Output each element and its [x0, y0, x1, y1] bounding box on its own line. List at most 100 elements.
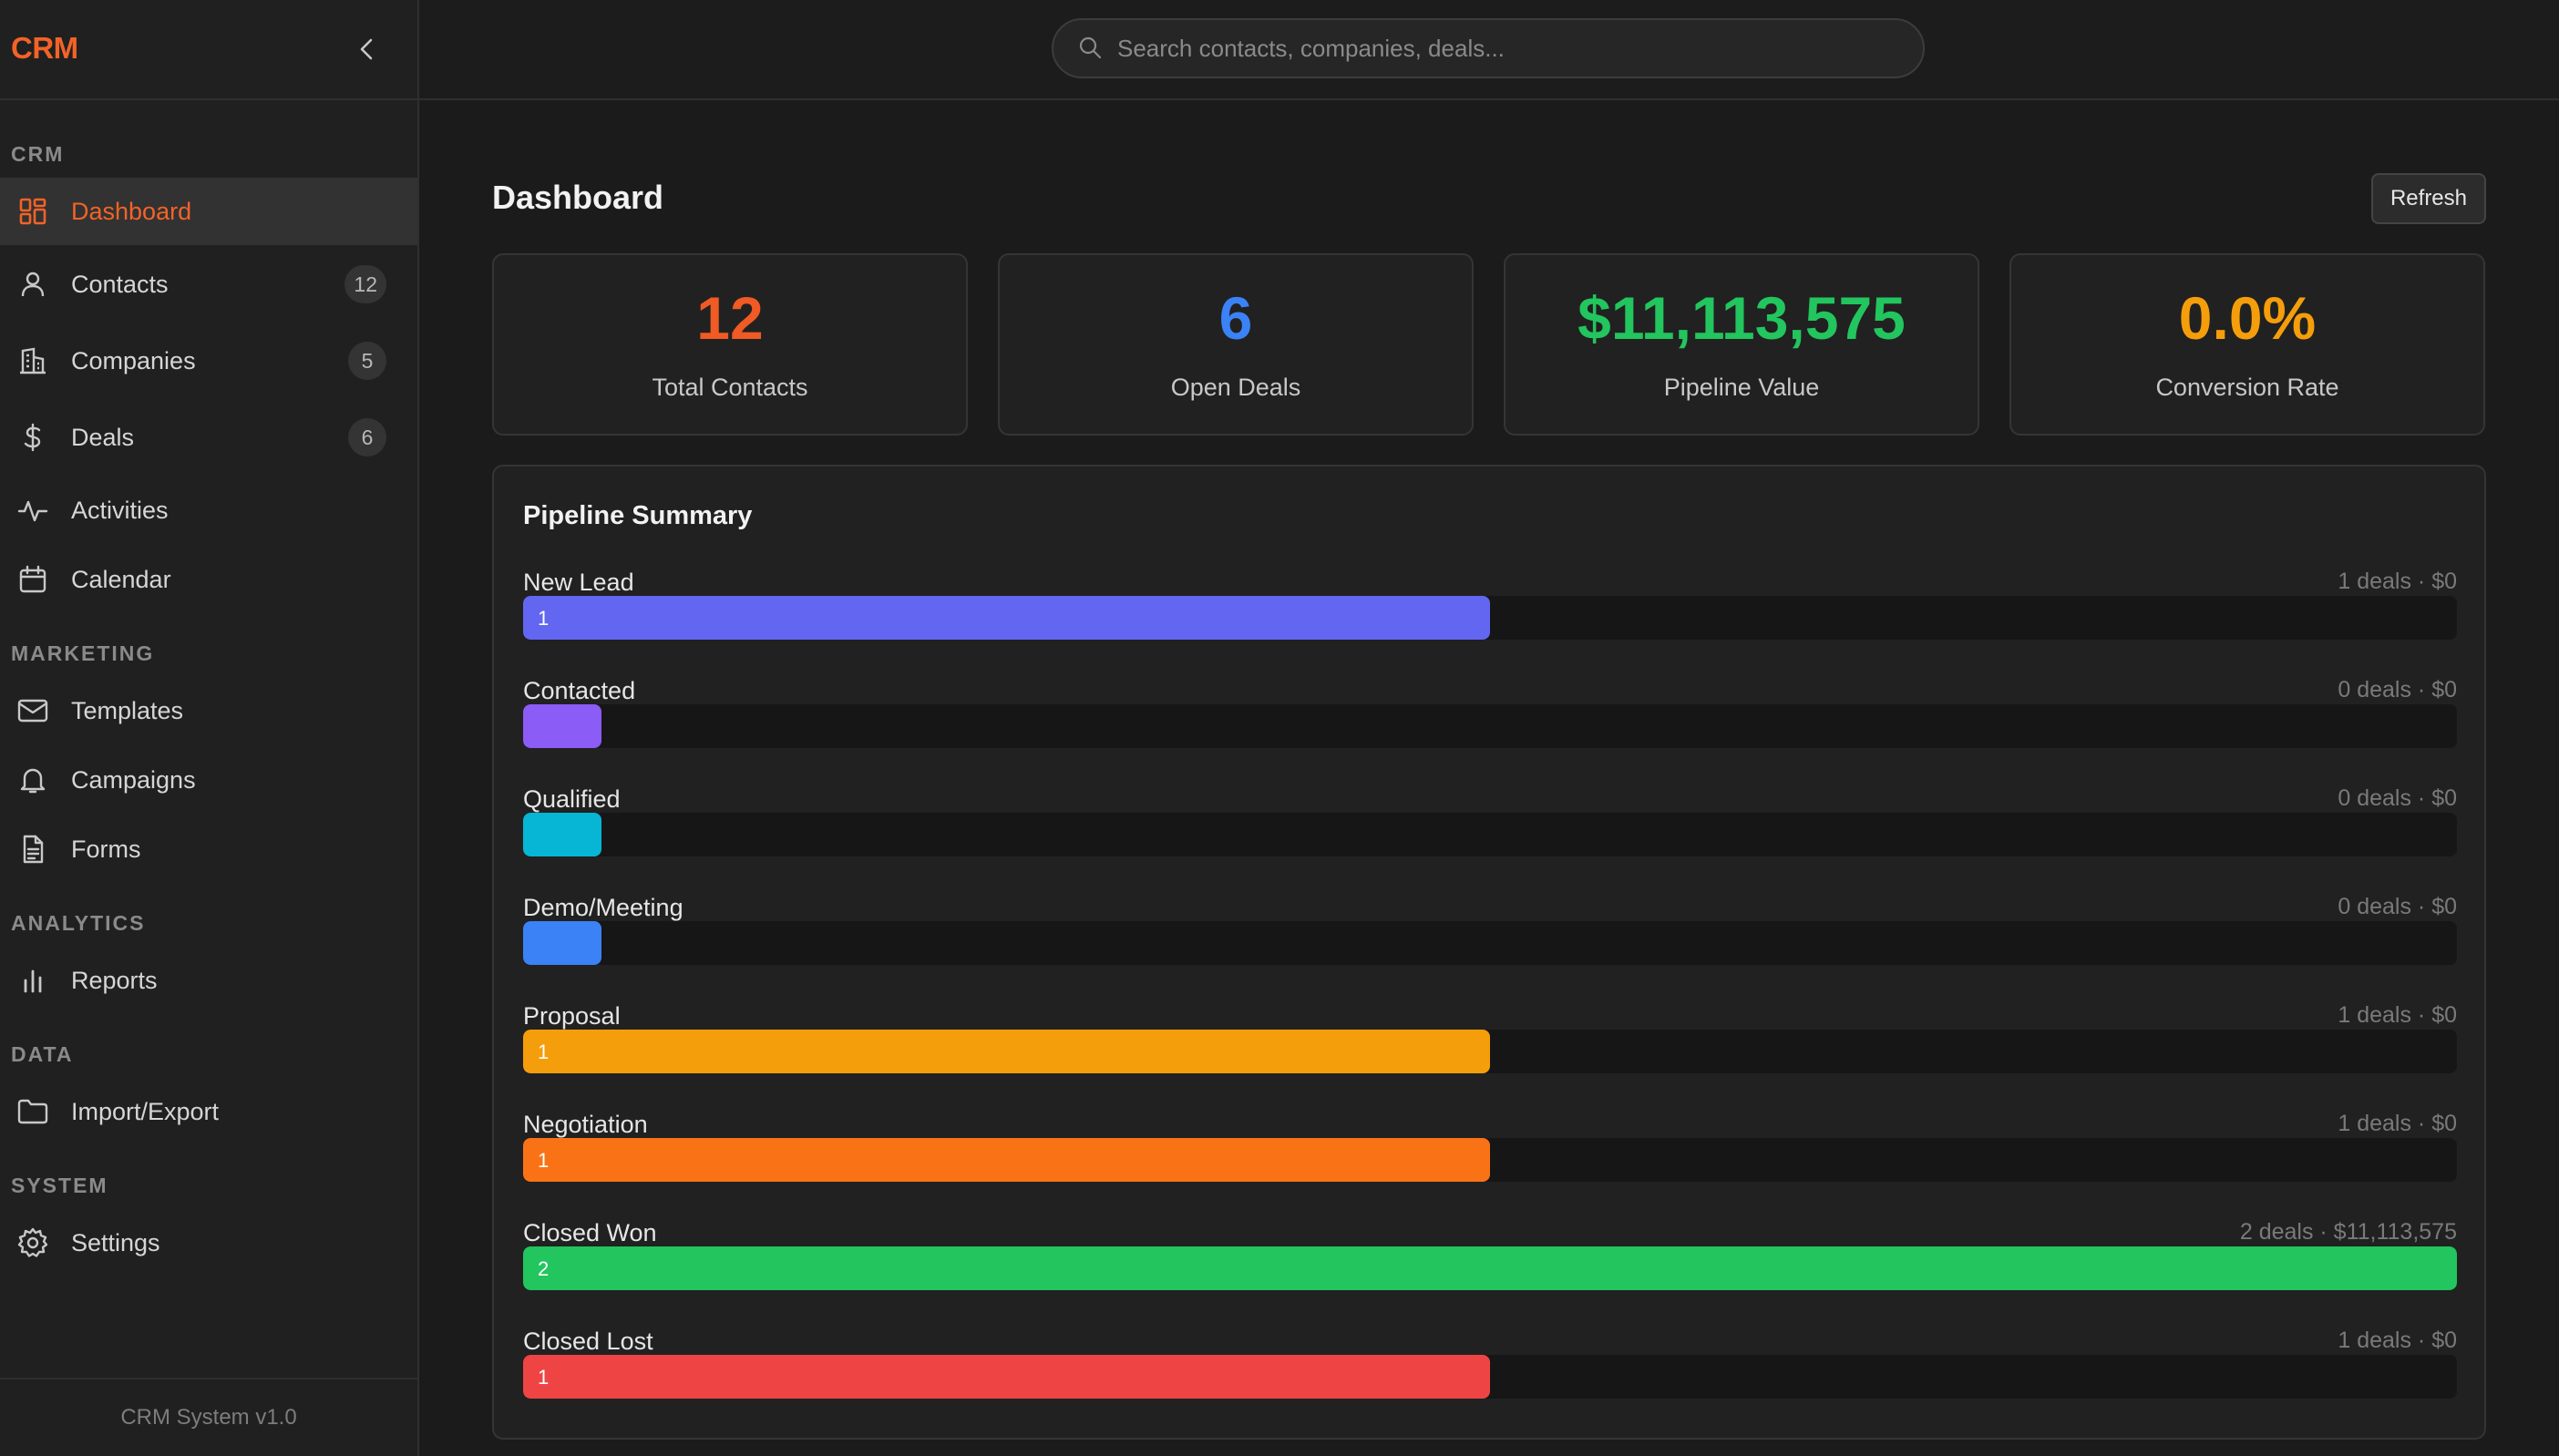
- count-badge: 12: [344, 265, 386, 303]
- sidebar: CRM CRM Dashboard Contacts 12: [0, 0, 419, 1456]
- stage-stats: 1 deals · $0: [2338, 1111, 2457, 1136]
- sidebar-item-settings[interactable]: Settings: [0, 1209, 417, 1277]
- sidebar-item-dashboard[interactable]: Dashboard: [0, 178, 417, 245]
- stage-name: Closed Lost: [523, 1328, 653, 1355]
- section-title-data: DATA: [11, 1042, 74, 1066]
- pipeline-stage-qualified: Qualified 0 deals · $0: [523, 785, 2457, 886]
- stage-name: Demo/Meeting: [523, 894, 683, 921]
- version-label: CRM System v1.0: [0, 1378, 417, 1456]
- sidebar-header: CRM: [0, 0, 417, 100]
- stage-progress-fill: [523, 704, 601, 748]
- stage-stats: 1 deals · $0: [2338, 1328, 2457, 1353]
- sidebar-item-label: Calendar: [71, 565, 171, 593]
- stat-caption: Pipeline Value: [1663, 374, 1820, 401]
- sidebar-item-label: Campaigns: [71, 765, 196, 794]
- stage-name: Proposal: [523, 1002, 621, 1030]
- bell-icon: [16, 764, 49, 796]
- count-badge: 6: [348, 418, 386, 456]
- sidebar-item-companies[interactable]: Companies 5: [0, 327, 417, 395]
- stage-progress-track: [523, 813, 2457, 856]
- collapse-sidebar-button[interactable]: [354, 33, 379, 66]
- sidebar-item-reports[interactable]: Reports: [0, 947, 417, 1014]
- stage-progress-fill: 2: [523, 1246, 2457, 1290]
- stage-name: Closed Won: [523, 1219, 657, 1246]
- stage-progress-fill: [523, 813, 601, 856]
- section-title-analytics: ANALYTICS: [11, 911, 146, 935]
- stage-stats: 1 deals · $0: [2338, 1002, 2457, 1028]
- stat-caption: Open Deals: [1170, 374, 1301, 401]
- user-icon: [16, 268, 49, 301]
- search-bar[interactable]: [1052, 18, 1925, 78]
- stage-count: 2: [538, 1257, 550, 1280]
- stage-name: Negotiation: [523, 1111, 648, 1138]
- stat-card-conversion-rate: 0.0% Conversion Rate: [2009, 253, 2485, 436]
- stat-value: 6: [1218, 284, 1253, 352]
- stage-name: Qualified: [523, 785, 621, 813]
- stage-progress-fill: 1: [523, 596, 1490, 640]
- pipeline-summary-panel: Pipeline Summary New Lead 1 deals · $0 1…: [492, 465, 2486, 1440]
- pipeline-stage-contacted: Contacted 0 deals · $0: [523, 677, 2457, 777]
- stage-stats: 1 deals · $0: [2338, 569, 2457, 594]
- stage-progress-track: 1: [523, 1030, 2457, 1073]
- pipeline-stage-proposal: Proposal 1 deals · $0 1: [523, 1002, 2457, 1102]
- sidebar-item-label: Forms: [71, 835, 141, 863]
- sidebar-item-label: Templates: [71, 696, 184, 724]
- sidebar-item-forms[interactable]: Forms: [0, 815, 417, 883]
- section-title-marketing: MARKETING: [11, 641, 155, 665]
- stage-progress-track: 1: [523, 1138, 2457, 1182]
- sidebar-item-import-export[interactable]: Import/Export: [0, 1078, 417, 1145]
- stage-progress-fill: 1: [523, 1355, 1490, 1399]
- stat-card-pipeline-value: $11,113,575 Pipeline Value: [1504, 253, 1979, 436]
- stage-stats: 0 deals · $0: [2338, 677, 2457, 702]
- stage-progress-fill: 1: [523, 1138, 1490, 1182]
- chevron-left-icon: [360, 38, 373, 60]
- stage-count: 1: [538, 1149, 550, 1172]
- bar-chart-icon: [16, 964, 49, 997]
- app-logo[interactable]: CRM: [11, 31, 78, 65]
- search-input[interactable]: [1117, 20, 1901, 77]
- stage-name: Contacted: [523, 677, 636, 704]
- top-bar: [419, 0, 2559, 100]
- page-title: Dashboard: [492, 179, 664, 216]
- sidebar-item-label: Settings: [71, 1228, 160, 1256]
- activity-icon: [16, 494, 49, 527]
- stat-card-open-deals: 6 Open Deals: [998, 253, 1474, 436]
- stage-progress-fill: [523, 921, 601, 965]
- stage-progress-track: [523, 704, 2457, 748]
- refresh-button[interactable]: Refresh: [2371, 173, 2486, 224]
- count-badge: 5: [348, 342, 386, 380]
- pipeline-stage-closed-lost: Closed Lost 1 deals · $0 1: [523, 1328, 2457, 1428]
- grid-icon: [16, 195, 49, 228]
- stage-progress-track: 1: [523, 1355, 2457, 1399]
- sidebar-item-deals[interactable]: Deals 6: [0, 404, 417, 471]
- sidebar-item-label: Reports: [71, 966, 158, 994]
- section-title-crm: CRM: [11, 142, 65, 166]
- sidebar-item-activities[interactable]: Activities: [0, 477, 417, 544]
- stage-count: 1: [538, 1366, 550, 1389]
- sidebar-item-templates[interactable]: Templates: [0, 677, 417, 744]
- pipeline-stage-closed-won: Closed Won 2 deals · $11,113,575 2: [523, 1219, 2457, 1319]
- sidebar-item-contacts[interactable]: Contacts 12: [0, 251, 417, 318]
- gear-icon: [16, 1226, 49, 1259]
- stat-value: 0.0%: [2178, 284, 2317, 352]
- stat-value: 12: [696, 284, 764, 352]
- sidebar-item-label: Import/Export: [71, 1097, 220, 1125]
- pipeline-stage-new-lead: New Lead 1 deals · $0 1: [523, 569, 2457, 669]
- stage-stats: 0 deals · $0: [2338, 785, 2457, 811]
- document-icon: [16, 833, 49, 866]
- sidebar-item-label: Deals: [71, 423, 135, 451]
- building-icon: [16, 344, 49, 377]
- stat-card-total-contacts: 12 Total Contacts: [492, 253, 968, 436]
- stage-progress-track: 1: [523, 596, 2457, 640]
- stage-progress-fill: 1: [523, 1030, 1490, 1073]
- stage-count: 1: [538, 1041, 550, 1063]
- sidebar-item-label: Companies: [71, 346, 196, 374]
- sidebar-item-calendar[interactable]: Calendar: [0, 546, 417, 613]
- stat-caption: Conversion Rate: [2155, 374, 2339, 401]
- stat-value: $11,113,575: [1578, 284, 1906, 352]
- sidebar-item-label: Contacts: [71, 270, 169, 298]
- stage-progress-track: [523, 921, 2457, 965]
- stage-count: 1: [538, 607, 550, 630]
- stage-stats: 0 deals · $0: [2338, 894, 2457, 919]
- sidebar-item-campaigns[interactable]: Campaigns: [0, 746, 417, 814]
